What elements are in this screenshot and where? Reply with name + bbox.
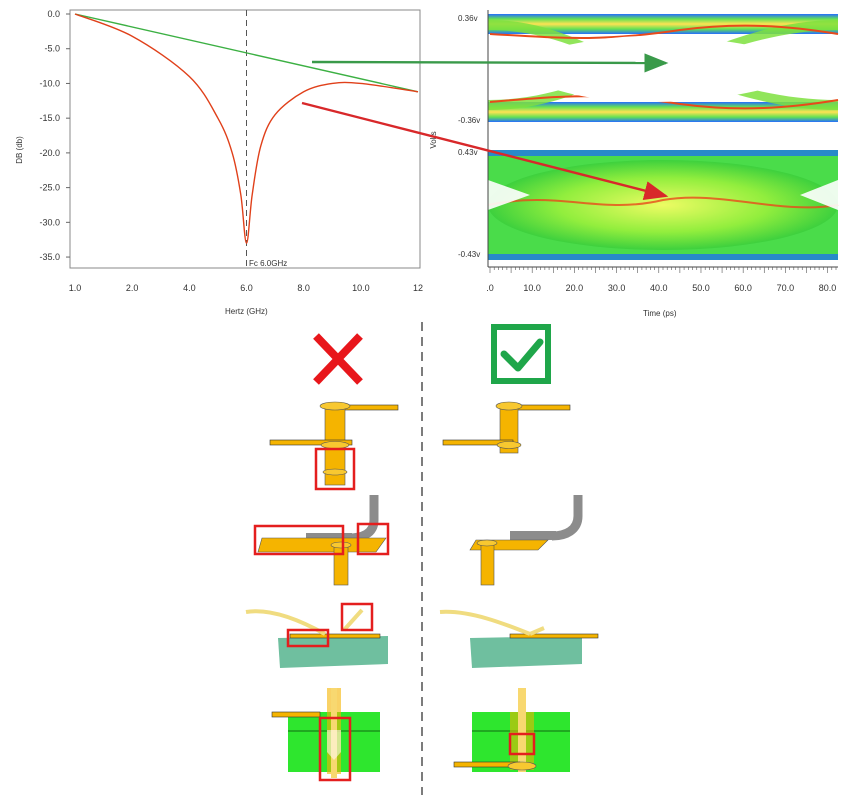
left-y-tick-label: -10.0 xyxy=(39,78,60,88)
lead-highlight-box-right xyxy=(340,602,374,632)
right-x-tick-label: 20.0 xyxy=(566,283,584,293)
bad-connector-pad xyxy=(253,495,390,586)
lead-highlight-box-left xyxy=(286,628,330,648)
bad-press-fit-pin xyxy=(271,688,380,782)
left-y-tick-label: -30.0 xyxy=(39,217,60,227)
left-y-ticks: 0.0 -5.0 -10.0 -15.0 -20.0 -25.0 -30.0 -35.0 xyxy=(39,9,70,262)
good-connector-pad xyxy=(469,495,583,586)
left-y-axis-label: DB (db) xyxy=(15,136,24,164)
red-arrow xyxy=(301,101,669,200)
eye-top-low-label: -0.36v xyxy=(458,116,480,125)
series-ideal-response xyxy=(74,13,419,93)
series-stub-resonance xyxy=(74,13,419,244)
eye-bottom-low-label: -0.43v xyxy=(458,250,480,259)
cutoff-marker-label: Fc 6.0GHz xyxy=(249,259,287,268)
good-via-backdrilled xyxy=(442,401,571,454)
eye-diagram-chart: .0 10.0 20.0 30.0 40.0 50.0 60.0 70.0 80.0 0.36v… xyxy=(429,10,839,318)
stub-highlight-box xyxy=(314,447,356,491)
pin-highlight-box xyxy=(318,716,352,782)
left-x-tick-label: 4.0 xyxy=(183,283,196,293)
right-x-tick-label: 70.0 xyxy=(777,283,795,293)
left-x-tick-label: 8.0 xyxy=(297,283,310,293)
right-x-tick-label: .0 xyxy=(486,283,494,293)
cross-mark-icon xyxy=(313,333,363,385)
right-x-tick-label: 40.0 xyxy=(650,283,668,293)
left-y-tick-label: -5.0 xyxy=(44,44,60,54)
eye-bottom-level-label: 0.43v xyxy=(458,148,478,157)
left-plot-area xyxy=(69,9,421,269)
left-x-tick-label: 10.0 xyxy=(352,283,370,293)
bad-via-with-stub xyxy=(269,401,399,491)
left-x-axis-label: Hertz (GHz) xyxy=(225,307,268,316)
left-y-tick-label: -25.0 xyxy=(39,183,60,193)
left-x-ticks: 1.0 2.0 4.0 6.0 8.0 10.0 12 xyxy=(69,283,423,293)
right-x-ticks: .0 10.0 20.0 30.0 40.0 50.0 60.0 70.0 80.0 xyxy=(486,267,836,293)
pad-highlight-box-right xyxy=(356,522,390,556)
green-arrow xyxy=(311,53,669,73)
bottom-eye-closed xyxy=(487,150,839,260)
right-y-axis-label: Volts xyxy=(429,131,438,148)
left-x-tick-label: 12 xyxy=(413,283,423,293)
check-mark-icon xyxy=(491,324,551,384)
backdrill-highlight-box xyxy=(508,732,536,756)
frequency-response-chart: 0.0 -5.0 -10.0 -15.0 -20.0 -25.0 -30.0 -35.0 1.… xyxy=(15,9,423,316)
right-x-tick-label: 60.0 xyxy=(734,283,752,293)
top-eye-open xyxy=(488,14,839,122)
right-x-tick-label: 30.0 xyxy=(608,283,626,293)
left-y-tick-label: 0.0 xyxy=(47,9,60,19)
pad-highlight-box-left xyxy=(253,524,345,556)
good-press-fit-pin xyxy=(453,688,570,772)
bad-smt-lead xyxy=(245,602,388,668)
right-x-tick-label: 10.0 xyxy=(523,283,541,293)
right-x-tick-label: 80.0 xyxy=(819,283,837,293)
eye-top-level-label: 0.36v xyxy=(458,14,478,23)
right-x-tick-label: 50.0 xyxy=(692,283,710,293)
good-smt-lead xyxy=(439,609,599,668)
left-x-tick-label: 1.0 xyxy=(69,283,82,293)
left-y-tick-label: -35.0 xyxy=(39,252,60,262)
left-x-tick-label: 2.0 xyxy=(126,283,139,293)
left-x-tick-label: 6.0 xyxy=(240,283,253,293)
right-x-axis-label: Time (ps) xyxy=(643,309,677,318)
left-y-tick-label: -15.0 xyxy=(39,113,60,123)
left-y-tick-label: -20.0 xyxy=(39,148,60,158)
